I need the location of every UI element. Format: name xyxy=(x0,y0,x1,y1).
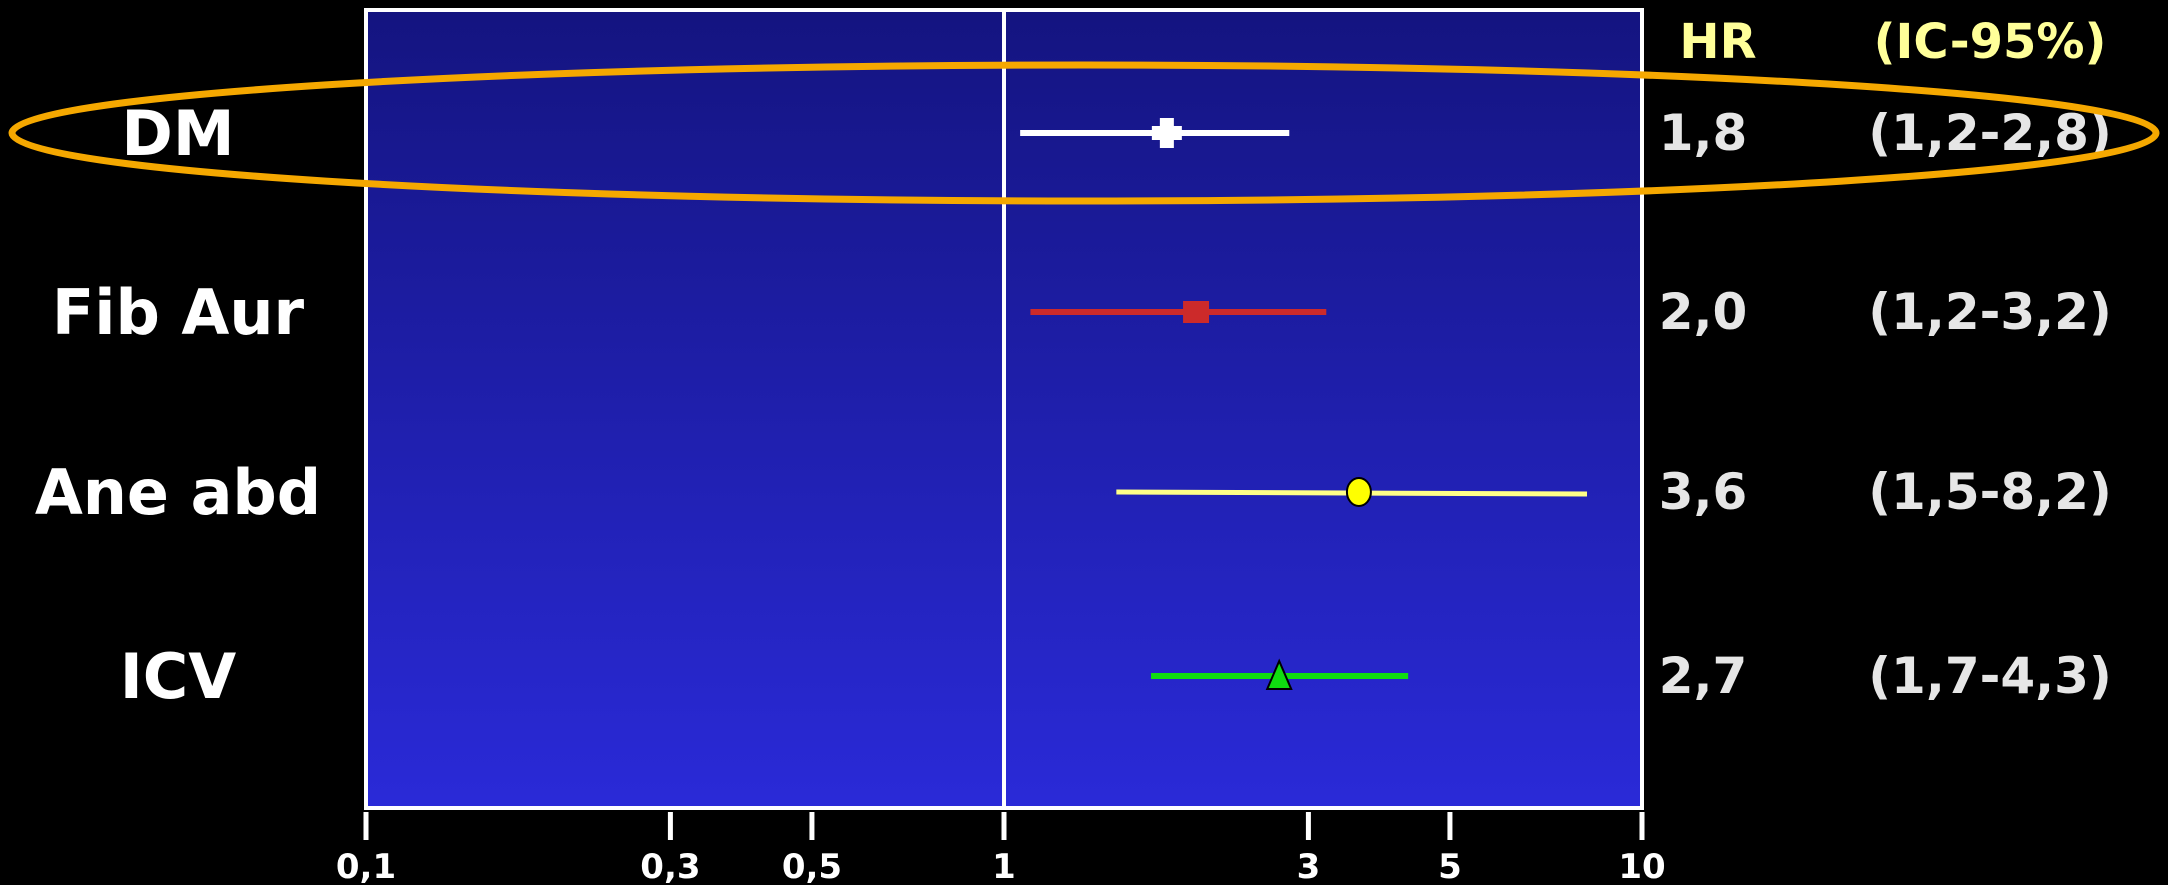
hr-value: 2,7 xyxy=(1659,647,1748,705)
ci-value: (1,5-8,2) xyxy=(1868,463,2112,521)
row-label: DM xyxy=(121,97,234,170)
hr-point xyxy=(1183,301,1210,323)
hr-column-header: HR xyxy=(1679,14,1756,70)
x-tick-label: 5 xyxy=(1438,847,1462,885)
ci-value: (1,2-2,8) xyxy=(1868,104,2112,162)
ci-value: (1,2-3,2) xyxy=(1868,283,2112,341)
x-axis: 0,1 0,3 0,5 1 3 5 10 xyxy=(336,806,1666,885)
series-row: ICV 2,7 (1,7-4,3) xyxy=(120,640,2112,713)
hr-point xyxy=(1265,658,1293,690)
x-tick-label: 3 xyxy=(1297,847,1321,885)
hr-value: 1,8 xyxy=(1659,104,1748,162)
series-row: Ane abd 3,6 (1,5-8,2) xyxy=(35,456,2112,529)
x-tick-label: 0,3 xyxy=(640,847,700,885)
row-label: ICV xyxy=(120,640,237,713)
hr-point xyxy=(1345,477,1372,507)
x-tick-label: 1 xyxy=(992,847,1016,885)
hr-value: 3,6 xyxy=(1659,463,1748,521)
highlight-ellipse xyxy=(8,61,2160,205)
x-tick-label: 10 xyxy=(1618,847,1665,885)
row-label: Fib Aur xyxy=(52,276,305,349)
x-tick-label: 0,1 xyxy=(336,847,396,885)
x-tick-label: 0,5 xyxy=(782,847,842,885)
ci-value: (1,7-4,3) xyxy=(1868,647,2112,705)
hr-point xyxy=(1151,118,1182,148)
series-row: DM 1,8 (1,2-2,8) xyxy=(121,97,2111,170)
series-row: Fib Aur 2,0 (1,2-3,2) xyxy=(52,276,2112,349)
row-label: Ane abd xyxy=(35,456,321,529)
hr-value: 2,0 xyxy=(1659,283,1748,341)
ci-column-header: (IC-95%) xyxy=(1874,14,2107,70)
